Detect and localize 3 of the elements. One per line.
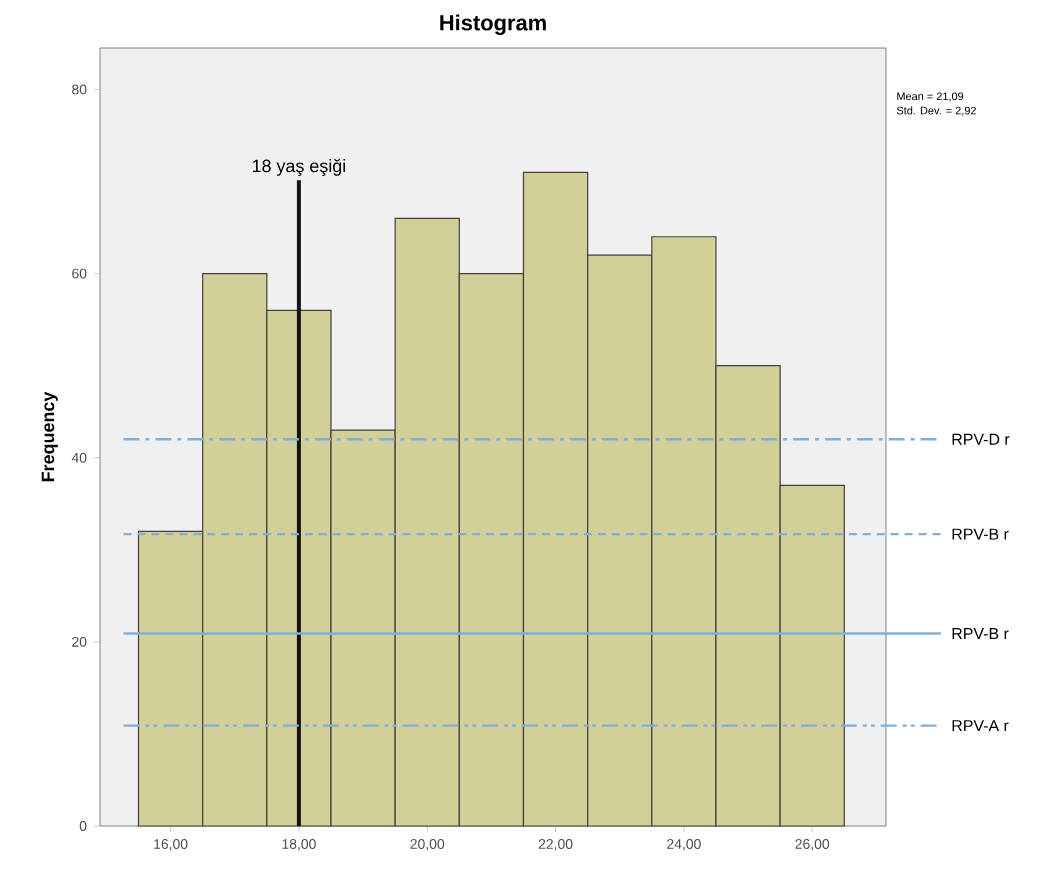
chart-title: Histogram bbox=[440, 14, 546, 35]
ref-line-label: 18 yaş eşiği bbox=[252, 158, 346, 176]
y-axis-title: Frequency bbox=[41, 391, 58, 482]
